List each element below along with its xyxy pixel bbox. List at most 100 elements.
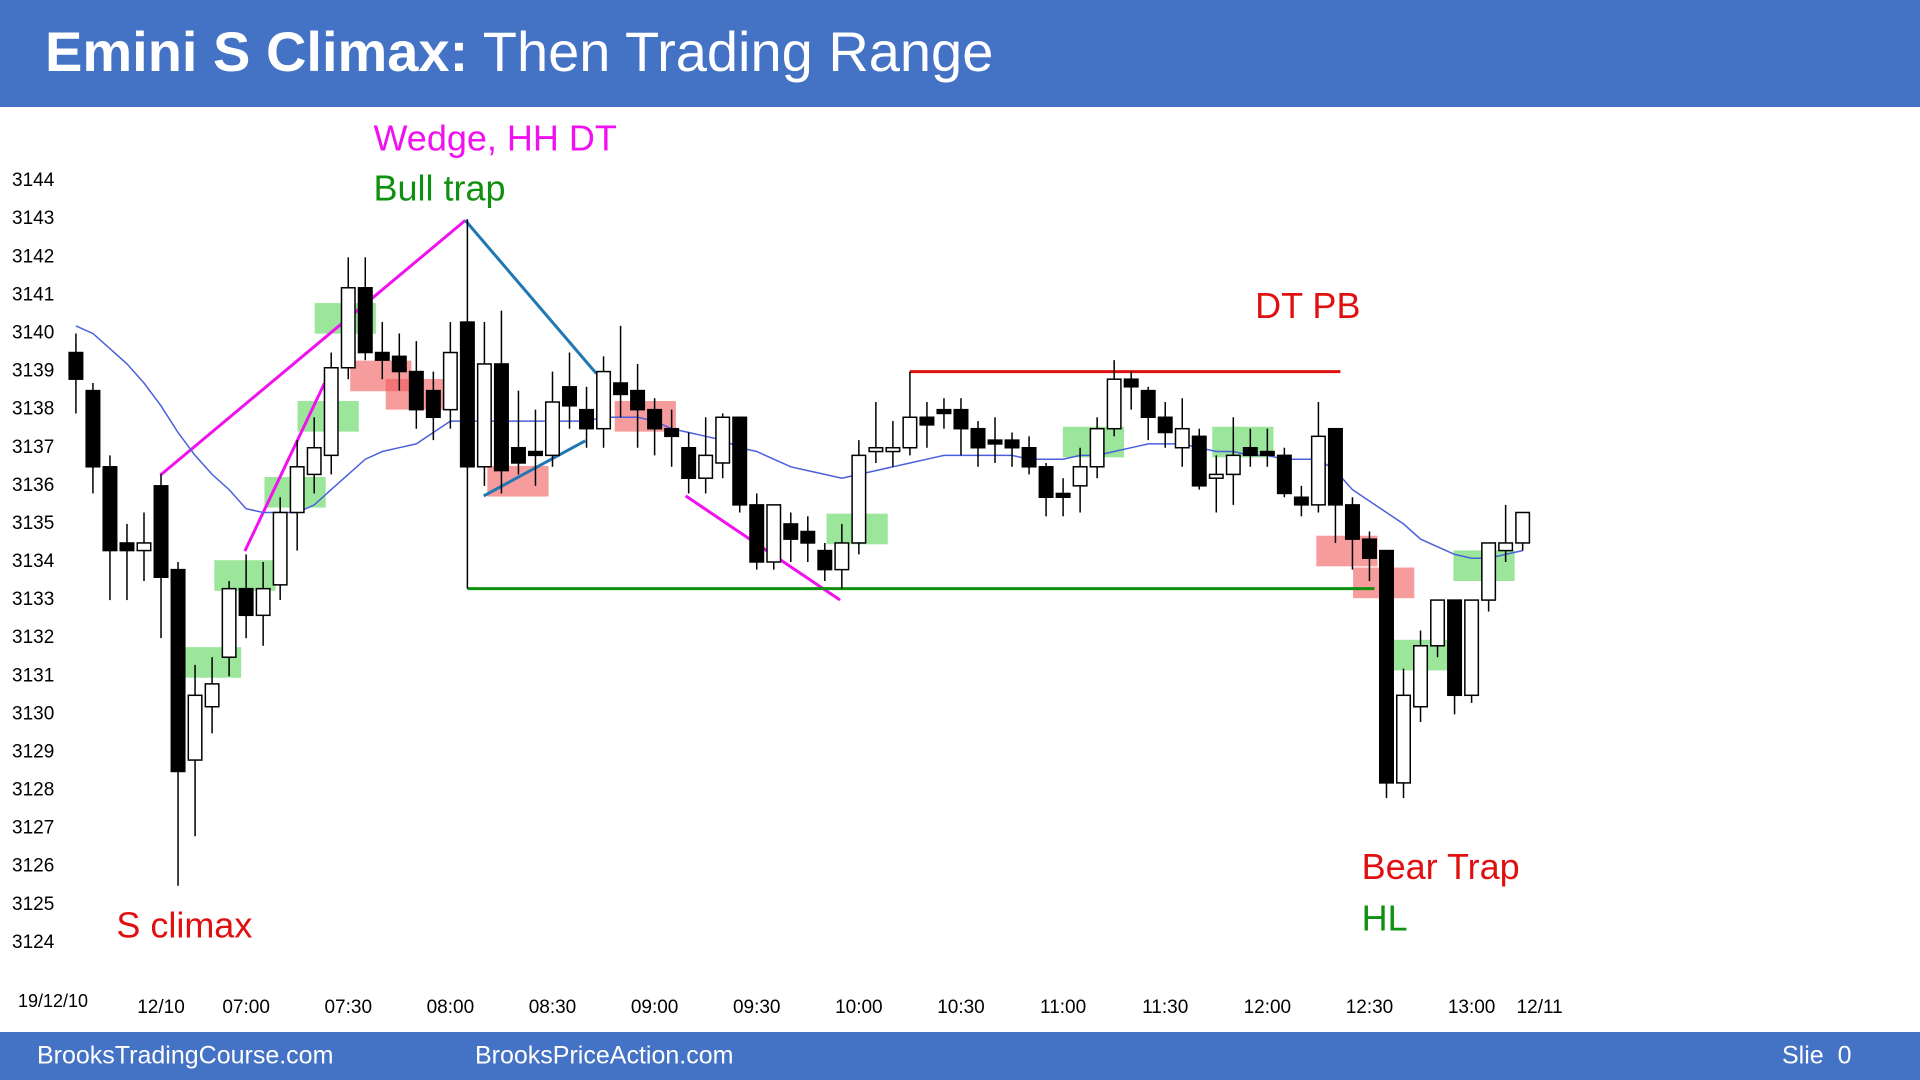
candle-body [153, 485, 169, 578]
y-tick-label: 3135 [12, 513, 54, 534]
candle-body [1378, 549, 1394, 784]
candle-body [630, 389, 646, 411]
candle-body [1140, 389, 1156, 419]
trend-line [159, 219, 467, 477]
y-tick-label: 3125 [12, 894, 54, 915]
y-tick-label: 3136 [12, 475, 54, 496]
x-tick-label: 12:30 [1346, 997, 1394, 1018]
x-tick-label: 09:00 [631, 997, 679, 1018]
signal-box [214, 560, 276, 591]
candle-body [1191, 435, 1207, 487]
candle-body [1106, 378, 1122, 430]
candle-body [1464, 599, 1480, 697]
candle-body [442, 351, 458, 411]
y-tick-label: 3141 [12, 284, 54, 305]
candle-body [596, 370, 612, 430]
candle-body [987, 439, 1003, 445]
footer-middle: BrooksPriceAction.com [475, 1042, 733, 1070]
candle-body [68, 351, 84, 380]
annotation: Bull trap [373, 168, 505, 209]
candle-body [306, 446, 322, 476]
candle-body [289, 466, 305, 514]
footer-right: Slie 0 [1782, 1042, 1851, 1070]
y-tick-label: 3137 [12, 437, 54, 458]
y-tick-label: 3130 [12, 703, 54, 724]
candle-body [749, 504, 765, 563]
candle-body [391, 355, 407, 373]
y-tick-label: 3126 [12, 856, 54, 877]
candle-body [374, 351, 390, 361]
trend-line [482, 439, 587, 498]
candle-body [544, 401, 560, 457]
header-bar [0, 0, 1920, 107]
candle-body [664, 427, 680, 438]
candle-body [1430, 599, 1446, 647]
title-rest: Then Trading Range [468, 20, 993, 83]
candle-body [1293, 496, 1309, 506]
candle-body [1259, 450, 1275, 457]
candle-body [698, 454, 714, 479]
candle-body [1447, 599, 1463, 697]
x-tick-label: 10:30 [937, 997, 985, 1018]
y-tick-label: 3140 [12, 322, 54, 343]
y-tick-label: 3142 [12, 246, 54, 267]
candle-body [1021, 446, 1037, 468]
candle-body [221, 587, 237, 658]
candle-body [1361, 538, 1377, 559]
footer-left: BrooksTradingCourse.com [37, 1042, 333, 1070]
candle-body [510, 446, 526, 464]
candle-body [1515, 511, 1531, 544]
y-tick-label: 3127 [12, 818, 54, 839]
x-tick-label: 10:00 [835, 997, 883, 1018]
trend-line [243, 382, 326, 552]
annotation: Wedge, HH DT [373, 117, 616, 158]
candle-body [1123, 378, 1139, 388]
candle-body [85, 389, 101, 468]
candle-body [323, 367, 339, 457]
candle-body [868, 446, 884, 453]
candle-body [1089, 427, 1105, 468]
candle-body [1413, 645, 1429, 708]
candle-body [170, 568, 186, 773]
candle-body [408, 370, 424, 411]
candle-body [851, 454, 867, 544]
x-tick-label: 12:00 [1244, 997, 1292, 1018]
date-label: 19/12/10 [18, 991, 88, 1011]
candle-body [493, 363, 509, 472]
x-tick-label: 12/10 [137, 997, 185, 1018]
y-tick-label: 3128 [12, 780, 54, 801]
candle-body [1396, 694, 1412, 784]
y-tick-label: 3134 [12, 551, 55, 572]
x-tick-label: 11:30 [1142, 997, 1188, 1018]
candle-body [1242, 446, 1258, 457]
candle-body [902, 416, 918, 449]
candle-body [238, 587, 254, 617]
candle-body [885, 446, 901, 453]
candle-body [272, 511, 288, 586]
trend-line [464, 219, 598, 375]
candle-body [936, 408, 952, 415]
candle-body [1157, 416, 1173, 434]
candle-body [102, 466, 118, 552]
candle-body [1344, 504, 1360, 540]
candle-body [1327, 427, 1343, 506]
candle-body [970, 427, 986, 449]
candle-body [953, 408, 969, 430]
candle-body [766, 504, 782, 563]
candle-body [1276, 454, 1292, 495]
plot: 3124 3125 3126 3127 3128 3129 3130 3131 3132 3133… [12, 117, 1563, 1018]
title: Emini S Climax: Then Trading Range [45, 20, 993, 83]
candle-body [357, 287, 373, 354]
x-tick-label: 08:30 [529, 997, 577, 1018]
candle-body [681, 446, 697, 479]
y-tick-label: 3143 [12, 208, 54, 229]
candle-body [1055, 492, 1071, 499]
candle-body [579, 408, 595, 430]
candle-body [1225, 454, 1241, 476]
candle-body [476, 363, 492, 468]
candle-body [340, 287, 356, 369]
candle-body [783, 523, 799, 540]
candle-body [613, 382, 629, 396]
title-bold: Emini S Climax: [45, 20, 468, 83]
